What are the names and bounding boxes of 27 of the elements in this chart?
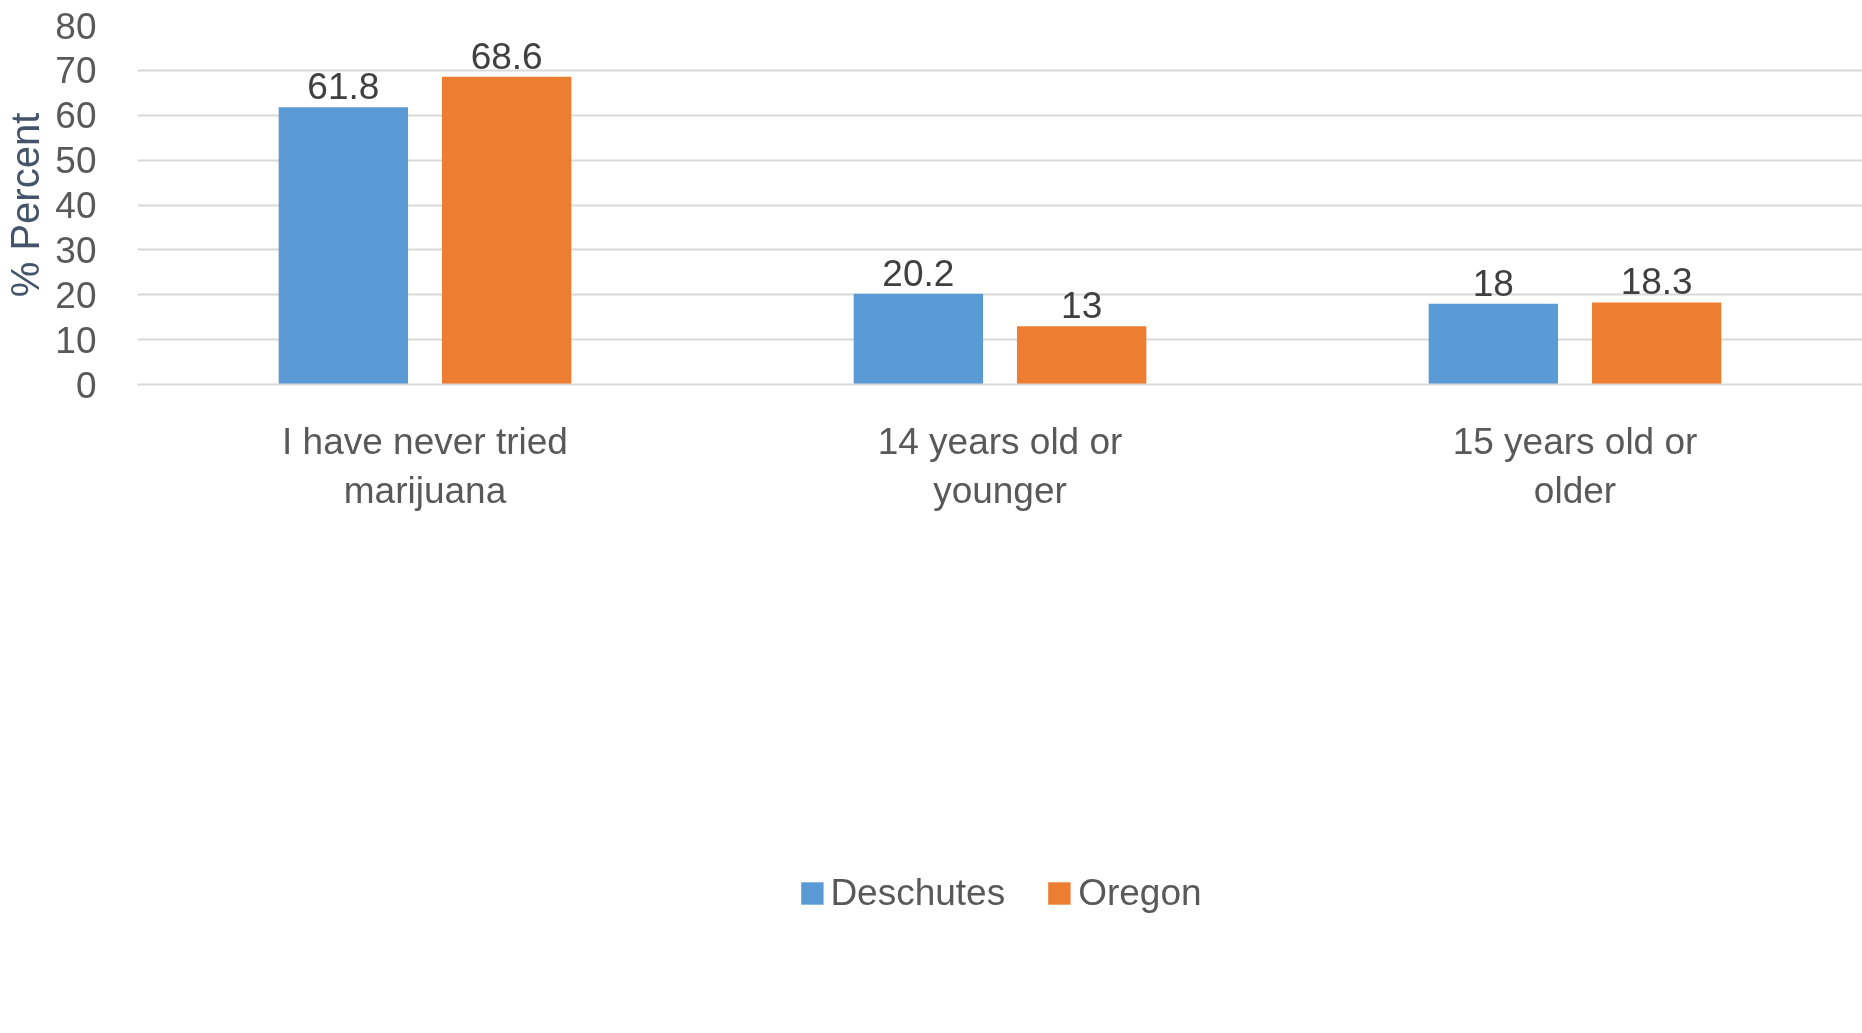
y-axis-title: % Percent (3, 112, 48, 298)
bar (278, 107, 409, 385)
y-tick-label: 10 (55, 319, 97, 361)
y-tick-label: 70 (55, 50, 97, 92)
x-tick-label: 15 years old or older (1452, 420, 1698, 511)
data-label: 61.8 (307, 66, 380, 108)
y-tick-label: 20 (55, 274, 97, 316)
y-tick-label: 50 (55, 140, 97, 182)
legend-label: Oregon (1078, 871, 1202, 914)
legend-label: Deschutes (830, 871, 1006, 914)
y-tick-label: 40 (55, 185, 97, 226)
y-tick-label: 30 (55, 229, 97, 271)
bar (1428, 303, 1559, 385)
bar (441, 76, 572, 385)
y-tick-label: 0 (75, 364, 97, 406)
data-label: 18 (1472, 262, 1514, 304)
x-tick-label: I have never tried marijuana (282, 420, 568, 511)
bar (1016, 326, 1147, 385)
data-label: 18.3 (1620, 261, 1693, 303)
y-tick-label: 60 (55, 95, 97, 137)
bar (1591, 302, 1722, 385)
data-label: 20.2 (882, 252, 955, 294)
data-label: 68.6 (470, 35, 543, 77)
y-tick-label: 80 (55, 5, 97, 47)
data-label: 13 (1061, 285, 1103, 327)
x-tick-label: 14 years old or younger (877, 420, 1123, 511)
bar (853, 293, 984, 385)
